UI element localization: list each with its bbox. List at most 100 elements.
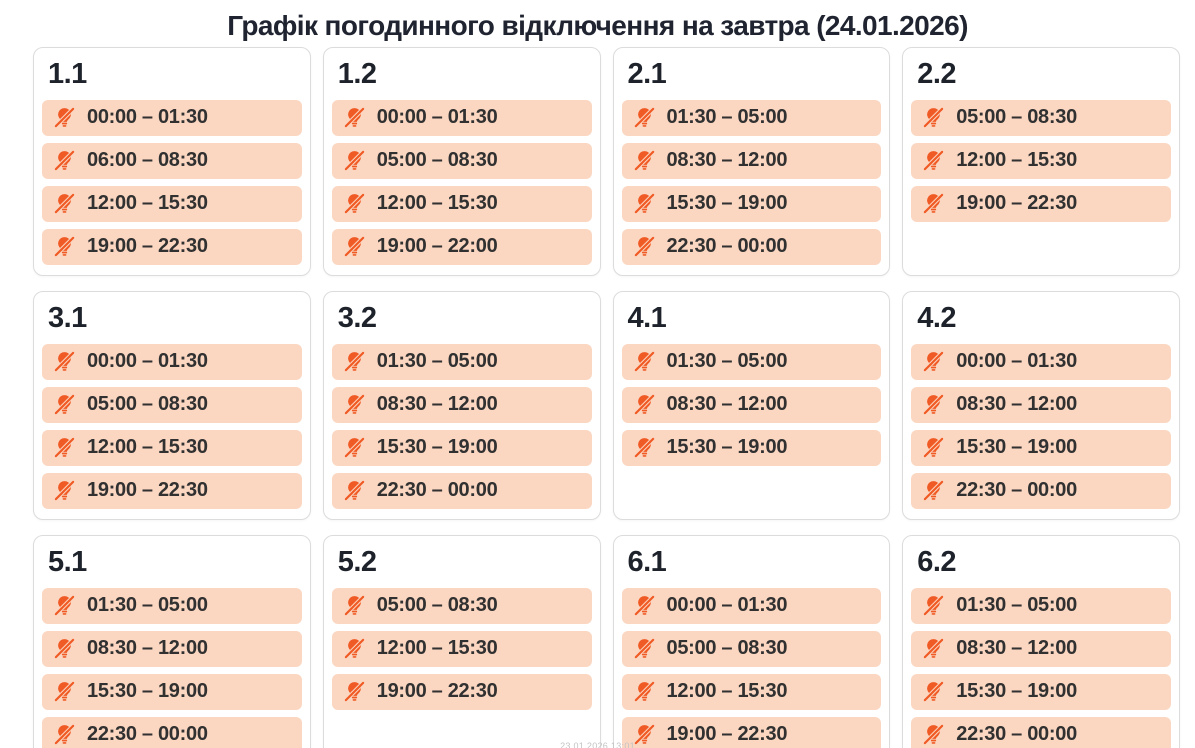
outage-time: 00:00 – 01:30 <box>87 106 208 129</box>
outage-slot: 12:00 – 15:30 <box>331 630 592 667</box>
lightbulb-off-icon <box>344 638 364 659</box>
slot-list: 01:30 – 05:00 08:30 – 12:00 15:30 – 19:0… <box>621 343 882 466</box>
lightbulb-off-icon <box>54 681 75 702</box>
outage-slot: 00:00 – 01:30 <box>621 587 882 624</box>
lightbulb-off-icon <box>924 194 944 214</box>
group-label: 6.2 <box>917 545 957 578</box>
outage-time: 12:00 – 15:30 <box>376 637 498 660</box>
outage-slot: 19:00 – 22:00 <box>331 228 592 265</box>
outage-time: 19:00 – 22:30 <box>666 723 788 746</box>
outage-slot: 08:30 – 12:00 <box>621 142 882 179</box>
group-card: 4.1 01:30 – 05:00 08:30 – 12:00 <box>612 290 891 520</box>
lightbulb-off-icon <box>54 108 75 128</box>
outage-slot: 15:30 – 19:00 <box>621 185 882 222</box>
lightbulb-off-icon <box>344 237 364 257</box>
outage-slot: 15:30 – 19:00 <box>911 429 1171 466</box>
lightbulb-off-icon <box>924 395 944 415</box>
outage-time: 22:30 – 00:00 <box>956 723 1077 746</box>
lightbulb-off-icon <box>54 595 75 616</box>
outage-slot: 00:00 – 01:30 <box>911 343 1171 380</box>
outage-time: 15:30 – 19:00 <box>956 436 1077 459</box>
lightbulb-off-icon <box>54 352 75 372</box>
outage-slot: 19:00 – 22:30 <box>911 185 1171 222</box>
outage-slot: 00:00 – 01:30 <box>42 99 302 136</box>
outage-slot: 01:30 – 05:00 <box>621 343 882 380</box>
lightbulb-off-icon <box>924 595 944 616</box>
outage-slot: 00:00 – 01:30 <box>42 343 302 380</box>
group-card: 6.2 01:30 – 05:00 08:30 – 12:00 <box>902 534 1180 748</box>
outage-time: 12:00 – 15:30 <box>87 192 208 215</box>
outage-time: 05:00 – 08:30 <box>956 106 1077 129</box>
outage-time: 22:30 – 00:00 <box>666 235 788 258</box>
lightbulb-off-icon <box>54 638 75 659</box>
outage-slot: 22:30 – 00:00 <box>331 472 592 509</box>
lightbulb-off-icon <box>54 151 75 171</box>
group-label: 5.2 <box>337 545 377 578</box>
outage-slot: 15:30 – 19:00 <box>621 429 882 466</box>
slot-list: 01:30 – 05:00 08:30 – 12:00 15:30 – 19:0… <box>42 587 302 748</box>
outage-time: 01:30 – 05:00 <box>666 106 788 129</box>
group-label: 5.1 <box>48 545 87 578</box>
slot-list: 01:30 – 05:00 08:30 – 12:00 15:30 – 19:0… <box>331 343 592 509</box>
outage-time: 08:30 – 12:00 <box>956 637 1077 660</box>
outage-time: 19:00 – 22:30 <box>956 192 1077 215</box>
outage-time: 22:30 – 00:00 <box>376 479 498 502</box>
lightbulb-off-icon <box>344 481 364 501</box>
group-label: 1.1 <box>48 58 87 90</box>
slot-list: 00:00 – 01:30 05:00 – 08:30 12:00 – 15:3… <box>42 343 302 509</box>
lightbulb-off-icon <box>924 681 944 702</box>
outage-slot: 22:30 – 00:00 <box>911 716 1171 748</box>
outage-time: 08:30 – 12:00 <box>666 393 788 416</box>
lightbulb-off-icon <box>924 724 944 745</box>
outage-slot: 12:00 – 15:30 <box>42 185 302 222</box>
outage-time: 12:00 – 15:30 <box>87 436 208 459</box>
lightbulb-off-icon <box>634 724 654 745</box>
outage-time: 00:00 – 01:30 <box>87 350 208 373</box>
outage-slot: 12:00 – 15:30 <box>42 429 302 466</box>
outage-slot: 19:00 – 22:30 <box>42 472 302 509</box>
group-card: 3.2 01:30 – 05:00 08:30 – 12:00 <box>322 290 601 520</box>
outage-slot: 19:00 – 22:30 <box>331 673 592 710</box>
outage-slot: 01:30 – 05:00 <box>42 587 302 624</box>
lightbulb-off-icon <box>344 352 364 372</box>
group-card: 5.1 01:30 – 05:00 08:30 – 12:00 <box>33 534 311 748</box>
outage-slot: 12:00 – 15:30 <box>331 185 592 222</box>
lightbulb-off-icon <box>924 438 944 458</box>
group-card: 6.1 00:00 – 01:30 05:00 – 08:30 <box>612 534 891 748</box>
outage-time: 15:30 – 19:00 <box>666 192 788 215</box>
lightbulb-off-icon <box>54 481 75 501</box>
outage-time: 12:00 – 15:30 <box>376 192 498 215</box>
outage-slot: 08:30 – 12:00 <box>911 386 1171 423</box>
group-card: 3.1 00:00 – 01:30 05:00 – 08:30 <box>33 290 311 520</box>
outage-time: 12:00 – 15:30 <box>666 680 788 703</box>
lightbulb-off-icon <box>634 151 654 171</box>
schedule-grid: 1.1 00:00 – 01:30 06:00 – 08:30 <box>0 47 1195 748</box>
outage-slot: 12:00 – 15:30 <box>621 673 882 710</box>
outage-time: 01:30 – 05:00 <box>87 594 208 617</box>
outage-time: 05:00 – 08:30 <box>666 637 788 660</box>
outage-slot: 05:00 – 08:30 <box>621 630 882 667</box>
group-label: 6.1 <box>627 545 667 578</box>
group-card: 1.1 00:00 – 01:30 06:00 – 08:30 <box>33 47 311 276</box>
group-label: 1.2 <box>337 58 377 90</box>
lightbulb-off-icon <box>54 395 75 415</box>
outage-time: 01:30 – 05:00 <box>376 350 498 373</box>
outage-time: 08:30 – 12:00 <box>376 393 498 416</box>
slot-list: 01:30 – 05:00 08:30 – 12:00 15:30 – 19:0… <box>621 99 882 265</box>
group-label: 2.2 <box>917 58 957 90</box>
lightbulb-off-icon <box>54 724 75 745</box>
outage-time: 08:30 – 12:00 <box>956 393 1077 416</box>
lightbulb-off-icon <box>344 395 364 415</box>
outage-time: 08:30 – 12:00 <box>666 149 788 172</box>
lightbulb-off-icon <box>344 194 364 214</box>
lightbulb-off-icon <box>344 108 364 128</box>
outage-time: 06:00 – 08:30 <box>87 149 208 172</box>
outage-time: 19:00 – 22:30 <box>376 680 498 703</box>
lightbulb-off-icon <box>634 237 654 257</box>
outage-slot: 05:00 – 08:30 <box>331 587 592 624</box>
outage-slot: 01:30 – 05:00 <box>621 99 882 136</box>
lightbulb-off-icon <box>344 438 364 458</box>
slot-list: 05:00 – 08:30 12:00 – 15:30 19:00 – 22:3… <box>911 99 1171 222</box>
outage-time: 00:00 – 01:30 <box>376 106 498 129</box>
outage-time: 15:30 – 19:00 <box>666 436 788 459</box>
